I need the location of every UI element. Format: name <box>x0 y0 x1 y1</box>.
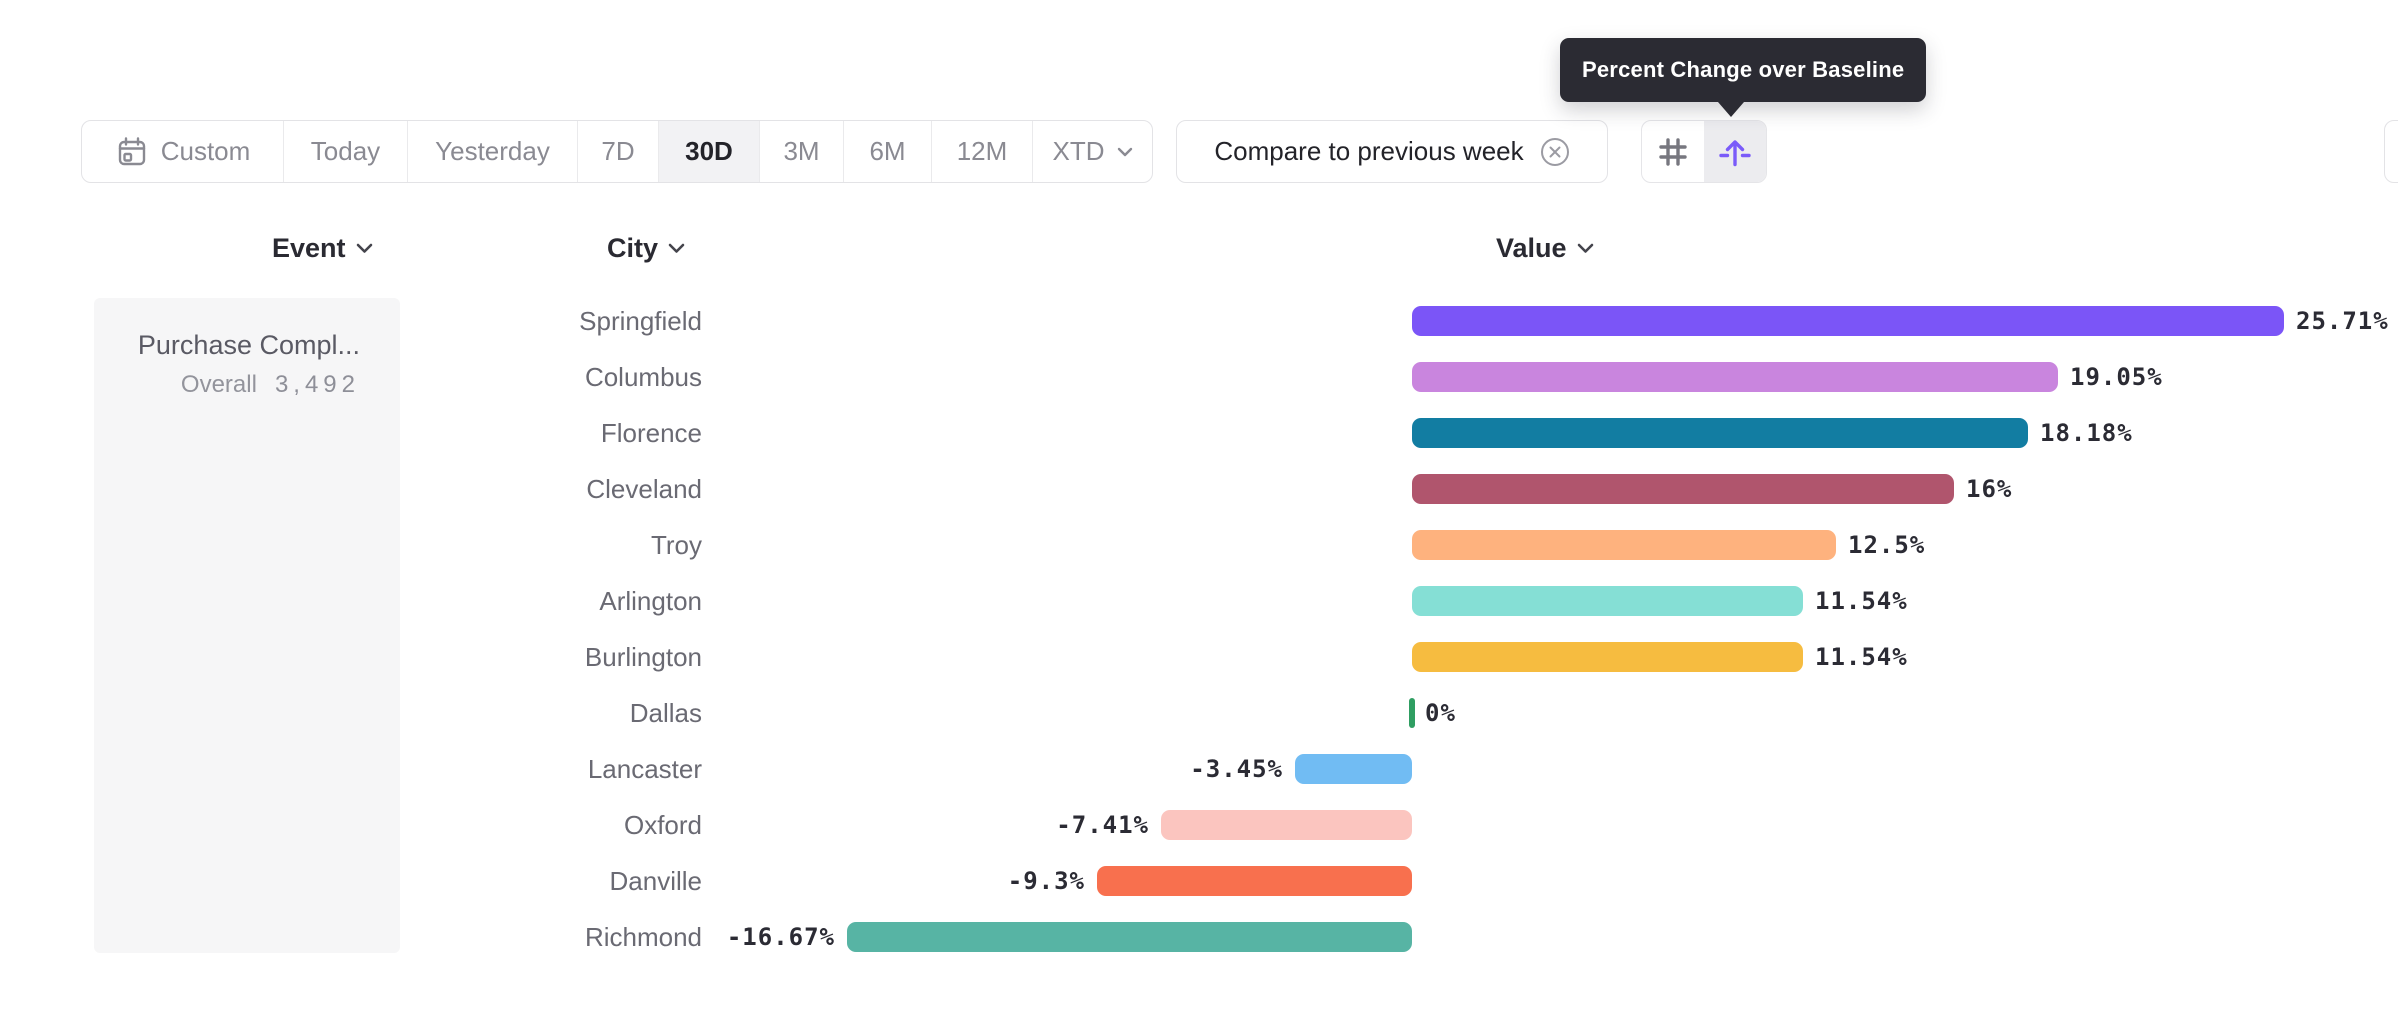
city-label-danville: Danville <box>609 866 703 896</box>
value-label-burlington: 11.54% <box>1815 643 1908 671</box>
date-range-6m[interactable]: 6M <box>844 121 932 182</box>
date-range-label: Custom <box>160 136 251 166</box>
column-header-event[interactable]: Event <box>272 230 373 266</box>
date-range-label: Today <box>310 136 381 166</box>
date-range-3m[interactable]: 3M <box>760 121 844 182</box>
date-range-label: 30D <box>685 136 733 166</box>
date-range-custom[interactable]: Custom <box>82 121 284 182</box>
bar-burlington[interactable] <box>1412 642 1803 672</box>
bar-danville[interactable] <box>1097 866 1412 896</box>
city-label-lancaster: Lancaster <box>587 754 702 784</box>
date-range-label: 6M <box>869 136 906 166</box>
compare-chip-label: Compare to previous week <box>1214 136 1524 166</box>
bar-arlington[interactable] <box>1412 586 1803 616</box>
city-label-oxford: Oxford <box>623 810 702 840</box>
date-range-label: 12M <box>956 136 1008 166</box>
column-header-city[interactable]: City <box>607 230 685 266</box>
date-range-12m[interactable]: 12M <box>932 121 1033 182</box>
tooltip-text: Percent Change over Baseline <box>1582 57 1905 82</box>
bar-lancaster[interactable] <box>1295 754 1412 784</box>
date-range-label: XTD <box>1052 136 1105 166</box>
value-label-lancaster: -3.45% <box>1190 755 1283 783</box>
city-label-springfield: Springfield <box>579 306 702 336</box>
date-range-control: Custom Today Yesterday 7D 30D 3M 6M 12M XTD <box>81 120 1153 183</box>
column-header-event-label: Event <box>272 232 346 263</box>
date-range-xtd[interactable]: XTD <box>1033 121 1152 182</box>
calendar-icon <box>115 135 149 169</box>
date-range-label: 3M <box>783 136 820 166</box>
city-label-florence: Florence <box>600 418 702 448</box>
date-range-today[interactable]: Today <box>284 121 408 182</box>
value-label-florence: 18.18% <box>2040 419 2133 447</box>
tooltip-caret <box>1718 102 1744 117</box>
circled-x-icon[interactable] <box>1540 137 1570 167</box>
event-card-subtitle: Overall 3,492 <box>114 371 360 399</box>
bar-florence[interactable] <box>1412 418 2028 448</box>
bar-oxford[interactable] <box>1161 810 1412 840</box>
value-label-springfield: 25.71% <box>2296 307 2389 335</box>
chevron-down-icon <box>356 243 373 254</box>
bar-troy[interactable] <box>1412 530 1836 560</box>
view-toggle <box>1641 120 1767 183</box>
baseline-arrow-icon <box>1717 134 1753 170</box>
event-overall-value: 3,492 <box>274 371 360 398</box>
city-label-burlington: Burlington <box>584 642 702 672</box>
value-label-arlington: 11.54% <box>1815 587 1908 615</box>
baseline-view-button[interactable] <box>1704 121 1766 182</box>
grid-view-button[interactable] <box>1642 121 1704 182</box>
date-range-label: 7D <box>601 136 635 166</box>
clipped-toolbar-button[interactable] <box>2384 120 2398 183</box>
city-label-troy: Troy <box>650 530 702 560</box>
bar-dallas[interactable] <box>1409 698 1415 728</box>
bar-springfield[interactable] <box>1412 306 2284 336</box>
event-card[interactable]: Purchase Compl... Overall 3,492 <box>94 298 400 953</box>
event-card-title: Purchase Compl... <box>137 330 360 360</box>
chevron-down-icon <box>668 243 685 254</box>
date-range-7d[interactable]: 7D <box>578 121 659 182</box>
value-label-columbus: 19.05% <box>2070 363 2163 391</box>
value-label-danville: -9.3% <box>1007 867 1085 895</box>
chevron-down-icon <box>1577 243 1594 254</box>
bar-richmond[interactable] <box>847 922 1412 952</box>
date-range-30d[interactable]: 30D <box>659 121 760 182</box>
bar-columbus[interactable] <box>1412 362 2058 392</box>
column-header-value-label: Value <box>1496 232 1567 263</box>
bar-cleveland[interactable] <box>1412 474 1954 504</box>
column-header-value[interactable]: Value <box>1496 230 1594 266</box>
value-label-richmond: -16.67% <box>726 923 835 951</box>
chevron-down-icon <box>1117 147 1133 157</box>
tooltip: Percent Change over Baseline <box>1560 38 1927 117</box>
value-label-troy: 12.5% <box>1848 531 1926 559</box>
grid-hash-icon <box>1656 135 1690 169</box>
date-range-yesterday[interactable]: Yesterday <box>408 121 578 182</box>
event-overall-label: Overall <box>180 371 257 398</box>
city-label-cleveland: Cleveland <box>586 474 702 504</box>
value-label-oxford: -7.41% <box>1056 811 1149 839</box>
compare-chip[interactable]: Compare to previous week <box>1176 120 1608 183</box>
date-range-label: Yesterday <box>435 136 550 166</box>
city-label-arlington: Arlington <box>599 586 702 616</box>
city-label-columbus: Columbus <box>584 362 702 392</box>
city-label-dallas: Dallas <box>629 698 702 728</box>
city-label-richmond: Richmond <box>584 922 702 952</box>
value-label-dallas: 0% <box>1425 699 1456 727</box>
column-header-city-label: City <box>607 232 659 263</box>
value-label-cleveland: 16% <box>1966 475 2013 503</box>
